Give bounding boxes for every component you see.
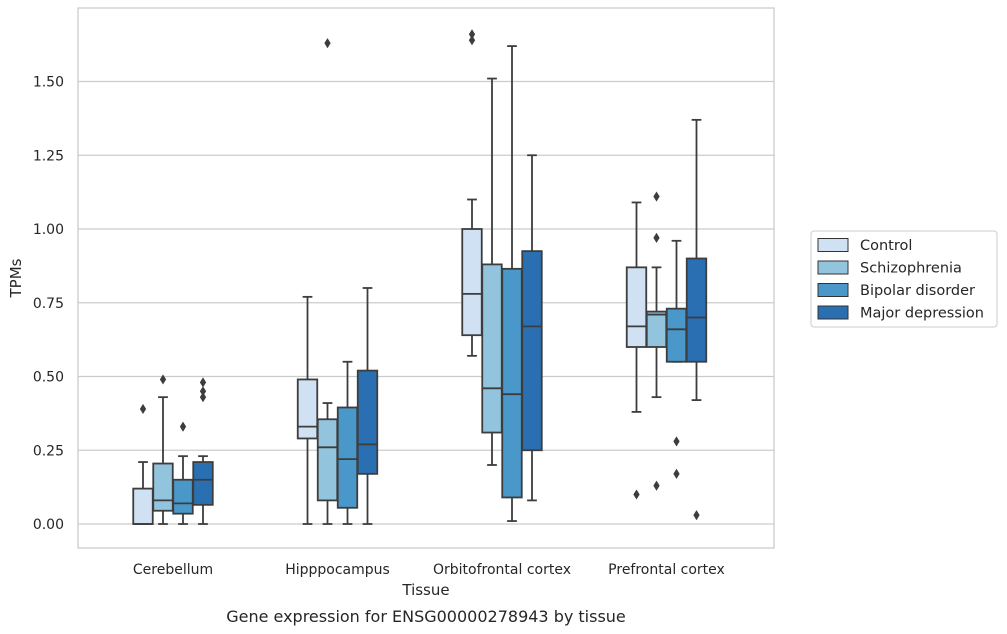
x-axis-label: Tissue	[401, 581, 449, 599]
legend-label: Major depression	[860, 306, 984, 322]
box-schizophrenia	[481, 77, 503, 466]
x-tick-label: Orbitofrontal cortex	[433, 562, 571, 578]
box-bipolar-disorder	[501, 45, 523, 522]
box-control	[296, 295, 319, 525]
box-iqr	[481, 263, 503, 434]
outlier-point	[468, 35, 476, 46]
outlier-point	[199, 386, 207, 397]
outlier-point	[179, 421, 187, 432]
box-schizophrenia	[316, 38, 339, 525]
y-tick-label: 1.00	[33, 222, 64, 238]
legend-label: Control	[860, 238, 912, 254]
y-tick-label: 0.25	[33, 443, 64, 459]
y-tick-label: 0.75	[33, 296, 64, 312]
outlier-point	[673, 468, 680, 479]
y-tick-label: 1.25	[33, 148, 64, 164]
legend-swatch	[817, 260, 849, 275]
x-tick-label: Cerebellum	[133, 562, 213, 578]
legend: Control Schizophrenia Bipolar disorder Majo…	[810, 230, 998, 328]
x-axis-ticks: Cerebellum Hipppocampus Orbitofrontal cort…	[133, 562, 725, 578]
outlier-point	[633, 489, 640, 500]
x-tick-label: Prefrontal cortex	[608, 562, 725, 578]
box-iqr	[521, 250, 543, 452]
box-iqr	[501, 267, 523, 499]
box-schizophrenia	[152, 374, 174, 525]
y-tick-label: 0.50	[33, 370, 64, 386]
plot-frame	[77, 7, 775, 549]
legend-frame	[810, 230, 998, 328]
box-iqr	[625, 266, 648, 348]
box-control	[132, 403, 154, 525]
boxes	[132, 29, 708, 525]
box-bipolar-disorder	[665, 239, 688, 479]
outlier-point	[159, 374, 167, 385]
legend-swatch	[817, 238, 849, 252]
box-iqr	[665, 307, 688, 363]
y-axis-ticks: 0.00 0.25 0.50 0.75 1.00 1.25 1.50	[33, 75, 64, 534]
chart-caption: Gene expression for ENSG00000278943 by t…	[226, 607, 626, 626]
box-iqr	[132, 487, 154, 525]
box-iqr	[172, 478, 194, 515]
outlier-point	[653, 191, 660, 202]
box-iqr	[461, 228, 483, 337]
box-control	[625, 201, 648, 500]
outlier-point	[673, 436, 680, 447]
outlier-point	[139, 403, 147, 414]
outlier-point	[653, 480, 660, 491]
y-tick-label: 1.50	[33, 75, 64, 91]
box-iqr	[336, 406, 359, 509]
outlier-point	[199, 377, 207, 388]
y-tick-label: 0.00	[33, 517, 64, 533]
box-bipolar-disorder	[172, 421, 194, 525]
outlier-point	[199, 392, 207, 403]
x-tick-label: Hipppocampus	[285, 562, 390, 578]
box-iqr	[645, 310, 668, 348]
legend-swatch	[817, 305, 849, 320]
box-iqr	[356, 369, 379, 475]
outlier-point	[468, 29, 476, 40]
box-major-depression	[356, 287, 379, 525]
box-iqr	[192, 461, 214, 506]
box-bipolar-disorder	[336, 360, 359, 525]
outlier-point	[324, 38, 331, 49]
gridlines	[78, 80, 774, 525]
box-major-depression	[192, 377, 214, 525]
outlier-point	[653, 232, 660, 243]
legend-label: Schizophrenia	[860, 261, 962, 277]
box-iqr	[152, 462, 174, 512]
box-major-depression	[521, 154, 543, 502]
legend-label: Bipolar disorder	[860, 283, 975, 299]
outlier-point	[693, 510, 700, 521]
legend-swatch	[817, 283, 849, 297]
y-axis-label: TPMs	[7, 258, 25, 298]
box-iqr	[685, 257, 708, 363]
box-major-depression	[685, 118, 708, 521]
box-control	[461, 29, 483, 357]
box-iqr	[296, 378, 319, 440]
box-iqr	[316, 418, 339, 502]
box-schizophrenia	[645, 191, 668, 491]
